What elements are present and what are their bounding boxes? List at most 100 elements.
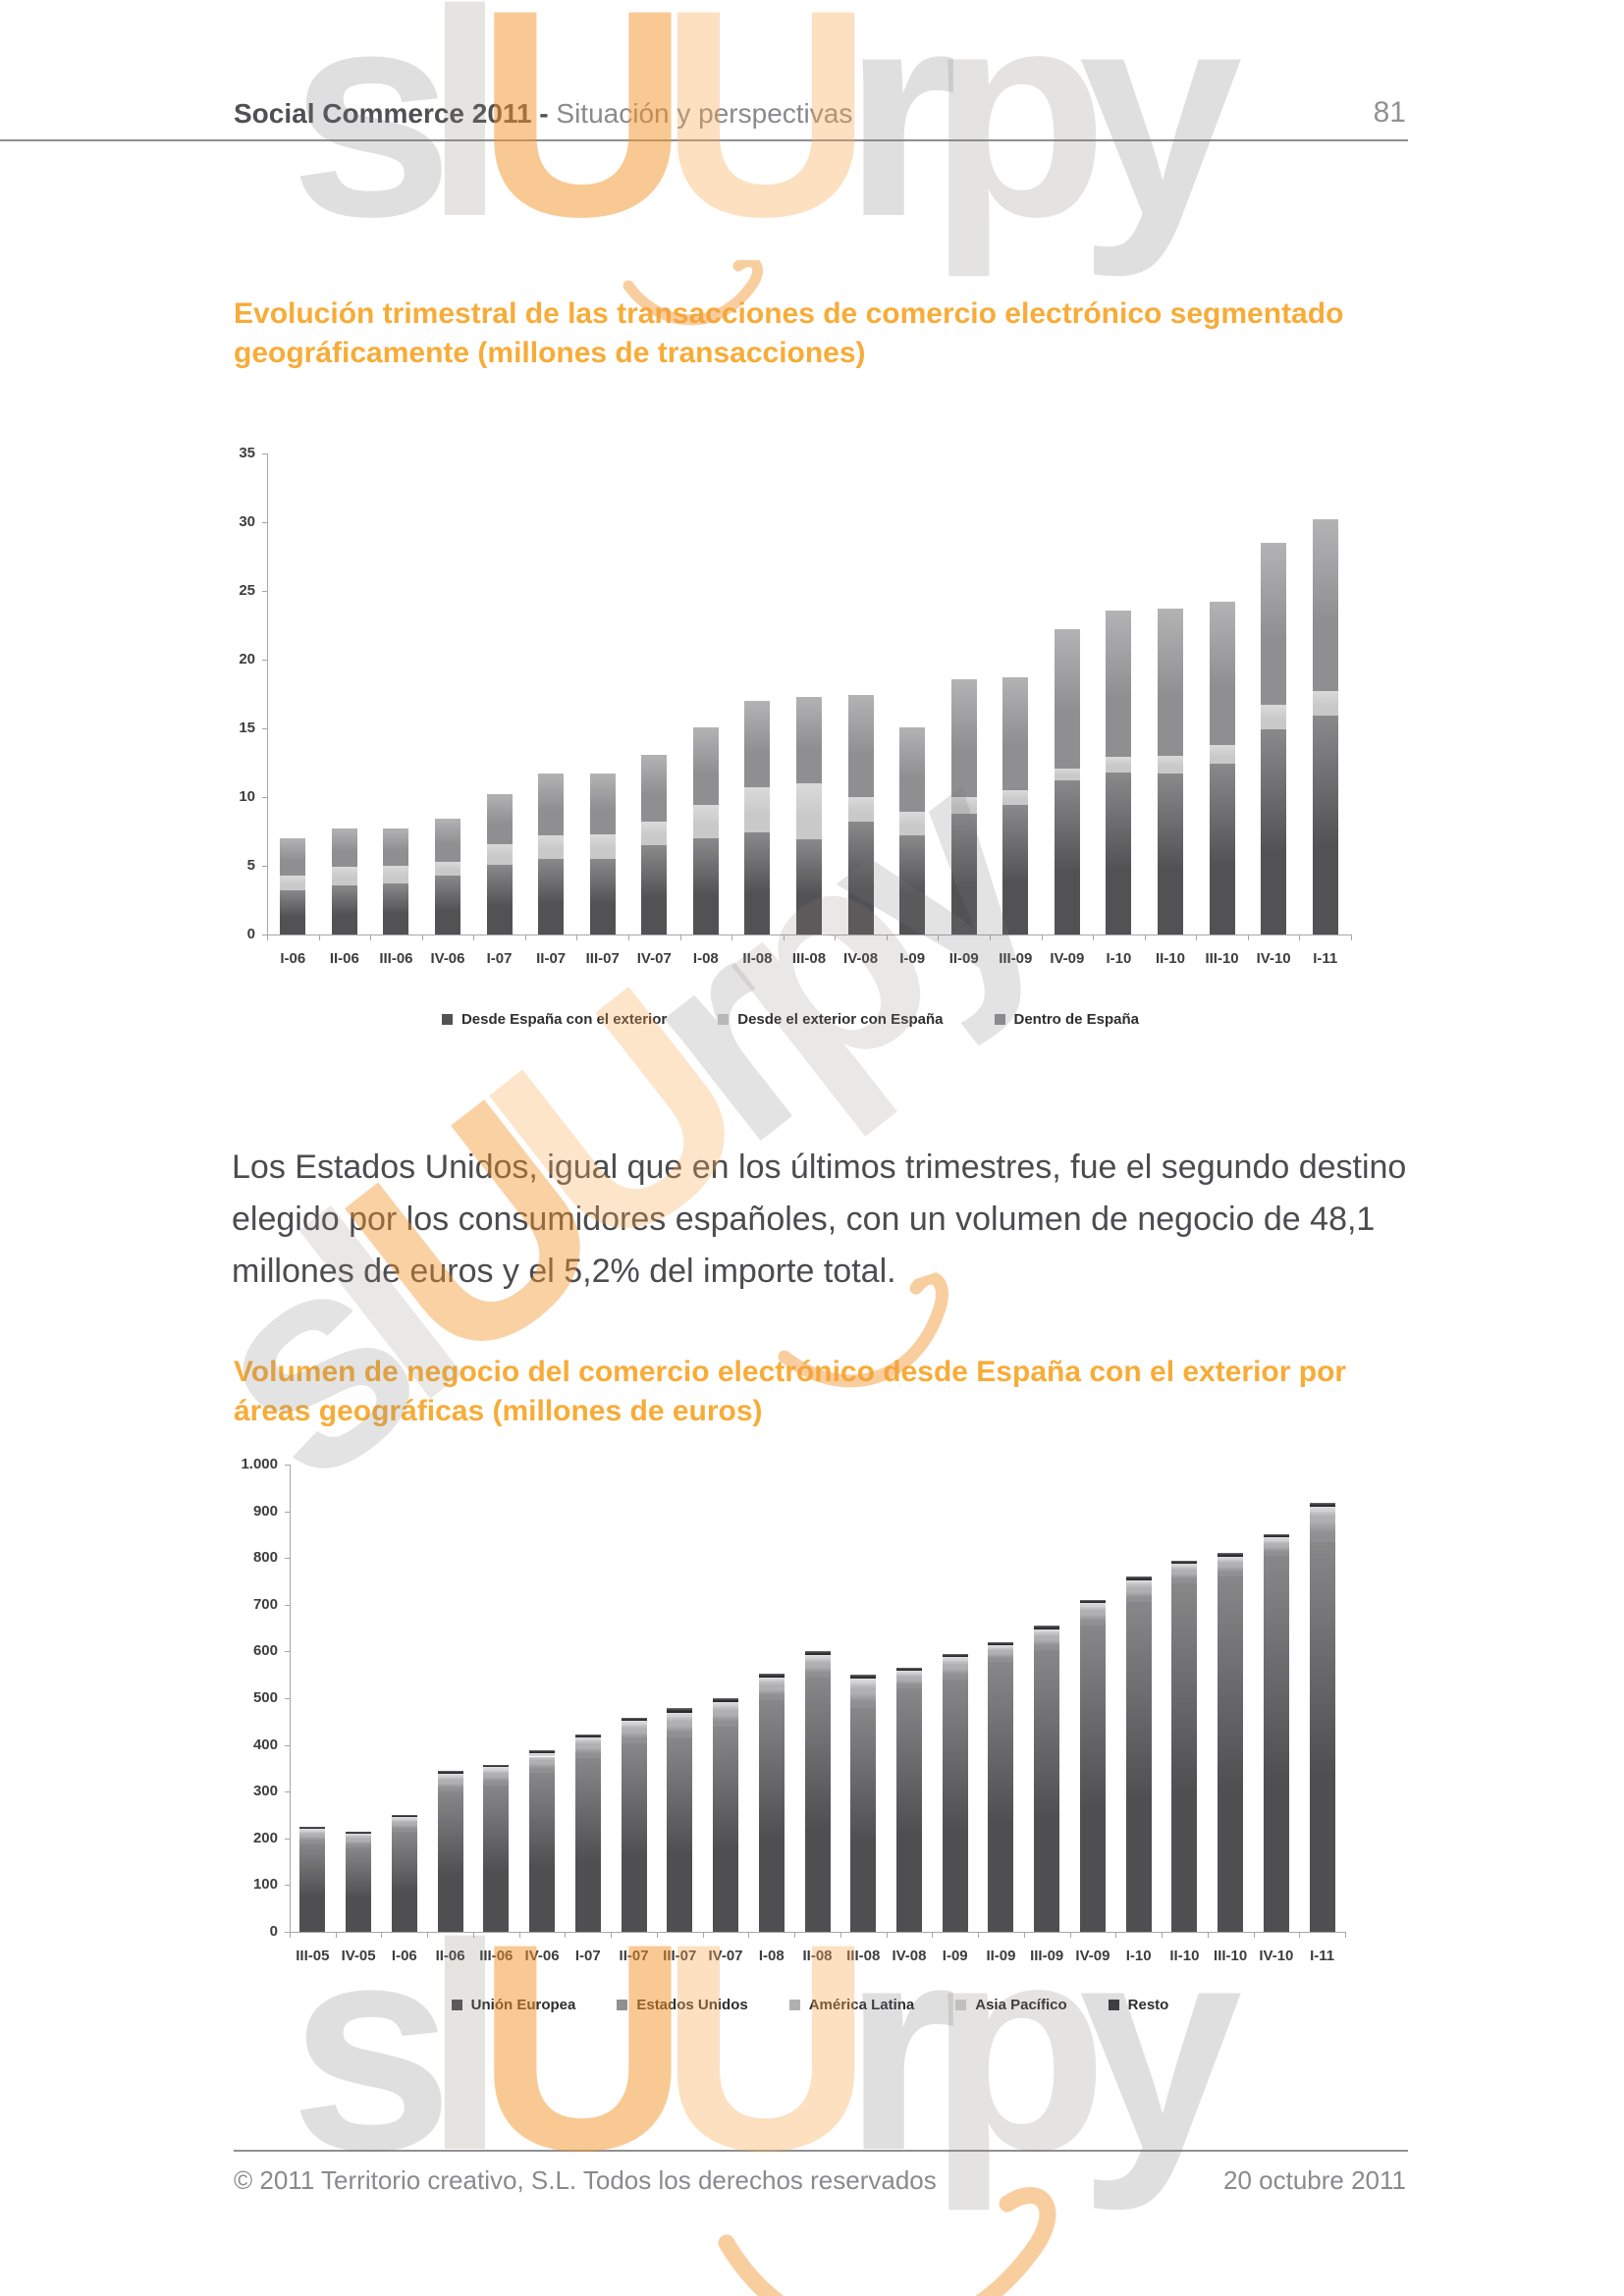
x-axis-tick — [427, 1933, 429, 1938]
x-axis-tick — [1069, 1933, 1071, 1938]
y-axis-tick — [262, 797, 267, 798]
bar-segment — [589, 833, 616, 859]
legend-color-marker — [617, 2000, 628, 2010]
bar-segment — [713, 1713, 739, 1727]
bar-segment — [1158, 774, 1183, 934]
y-axis-tick — [285, 1932, 290, 1933]
bar-segment — [850, 1692, 877, 1708]
y-axis-tick — [262, 522, 267, 523]
bar-segment — [744, 787, 771, 833]
bar-segment — [346, 1831, 372, 1835]
bar-segment — [280, 890, 306, 934]
legend-item: Desde el exterior con España — [718, 1011, 944, 1028]
bar-segment — [437, 1773, 463, 1777]
body-paragraph: Los Estados Unidos, igual que en los últ… — [232, 1148, 1407, 1290]
bar-segment — [346, 1836, 372, 1841]
legend-item: Unión Europea — [451, 1997, 575, 2013]
bar-segment — [1079, 1600, 1106, 1604]
x-axis-category-label: III-09 — [999, 950, 1033, 967]
y-axis-tick-label: 30 — [239, 513, 255, 530]
bar-segment — [383, 883, 409, 934]
x-axis-tick — [1115, 1933, 1117, 1938]
bar-segment — [667, 1725, 693, 1738]
x-axis-category-label: I-08 — [758, 1948, 785, 1964]
bar-segment — [758, 1673, 785, 1678]
bar-segment — [1309, 1503, 1335, 1507]
bar-segment — [1034, 1639, 1060, 1651]
bar-segment — [1312, 519, 1338, 692]
legend-color-marker — [441, 1014, 453, 1025]
chart2-title: Volumen de negocio del comercio electrón… — [234, 1356, 1347, 1427]
bar-segment — [1309, 1511, 1335, 1520]
bar-segment — [1002, 805, 1029, 934]
bar-segment — [899, 726, 926, 813]
bar-segment — [942, 1679, 968, 1932]
x-axis-category-label: II-10 — [1169, 1948, 1200, 1964]
bar-segment — [988, 1644, 1014, 1648]
bar-segment — [988, 1662, 1014, 1932]
bar-segment — [988, 1647, 1014, 1654]
bar-segment — [1218, 1566, 1244, 1577]
chart2-legend: Unión Europea Estados Unidos América Latin… — [196, 1997, 1424, 2013]
bar-segment — [1263, 1537, 1289, 1541]
bar-segment — [1079, 1603, 1106, 1608]
bar-segment — [486, 794, 513, 844]
x-axis-tick — [1023, 1933, 1025, 1938]
bar-segment — [391, 1824, 417, 1832]
bar-segment — [899, 835, 926, 934]
bar-segment — [391, 1817, 417, 1820]
bar-segment — [529, 1773, 556, 1932]
legend-color-marker — [994, 1014, 1005, 1025]
bar-segment — [383, 828, 409, 866]
bar-segment — [942, 1660, 968, 1669]
chart-transactions-by-geography: 0 5 10 15 20 25 30 35 I-06 II-06 III-06 IV-06 I-07 II… — [196, 422, 1384, 996]
page-number: 81 — [1373, 96, 1406, 129]
x-axis-tick — [990, 935, 991, 940]
bar-segment — [1054, 629, 1080, 769]
bar-segment — [346, 1840, 372, 1848]
x-axis-tick — [1041, 935, 1043, 940]
bar-segment — [1209, 764, 1235, 934]
x-axis-tick — [1196, 935, 1198, 940]
bar-segment — [299, 1835, 326, 1843]
x-axis-tick — [628, 935, 629, 940]
bar-segment — [1309, 1506, 1335, 1512]
x-axis-category-label: I-09 — [942, 1948, 968, 1964]
x-axis-tick — [267, 935, 268, 940]
bar-segment — [1054, 768, 1080, 781]
bar-segment — [713, 1698, 739, 1702]
bar-segment — [299, 1829, 326, 1832]
x-axis-category-label: III-07 — [663, 1948, 697, 1964]
bar-segment — [804, 1677, 831, 1932]
bar-segment — [1079, 1614, 1106, 1627]
legend-item: América Latina — [788, 1997, 914, 2013]
bar-segment — [1106, 772, 1132, 934]
bar-segment — [1171, 1567, 1198, 1574]
sluurpy-watermark-top: slUUrpy — [290, 0, 1242, 260]
bar-segment — [744, 832, 771, 934]
bar-segment — [1106, 610, 1132, 758]
y-axis-tick-label: 10 — [239, 788, 255, 805]
y-axis-tick-label: 900 — [252, 1502, 278, 1520]
legend-item: Estados Unidos — [617, 1997, 748, 2013]
chart1-title: Evolución trimestral de las transaccione… — [234, 297, 1344, 369]
x-axis-category-label: II-08 — [802, 1948, 833, 1964]
x-axis-tick — [932, 1933, 934, 1938]
bar-segment — [796, 696, 822, 783]
x-axis-category-label: II-07 — [619, 1948, 649, 1964]
x-axis-category-label: IV-08 — [892, 1948, 927, 1964]
bar-segment — [1125, 1579, 1152, 1584]
bar-segment — [850, 1683, 877, 1693]
bar-segment — [1125, 1590, 1152, 1603]
y-axis-tick — [285, 1558, 290, 1560]
bar-segment — [796, 783, 822, 840]
header-title: Social Commerce 2011 - Situación y persp… — [234, 98, 852, 130]
x-axis-category-label: I-06 — [280, 950, 306, 967]
bar-segment — [538, 859, 565, 934]
bar-segment — [988, 1641, 1014, 1645]
x-axis-category-label: III-07 — [585, 950, 620, 967]
bar-segment — [1125, 1583, 1152, 1591]
x-axis-tick — [783, 935, 785, 940]
bar-segment — [1218, 1560, 1244, 1567]
bar-segment — [621, 1732, 647, 1744]
